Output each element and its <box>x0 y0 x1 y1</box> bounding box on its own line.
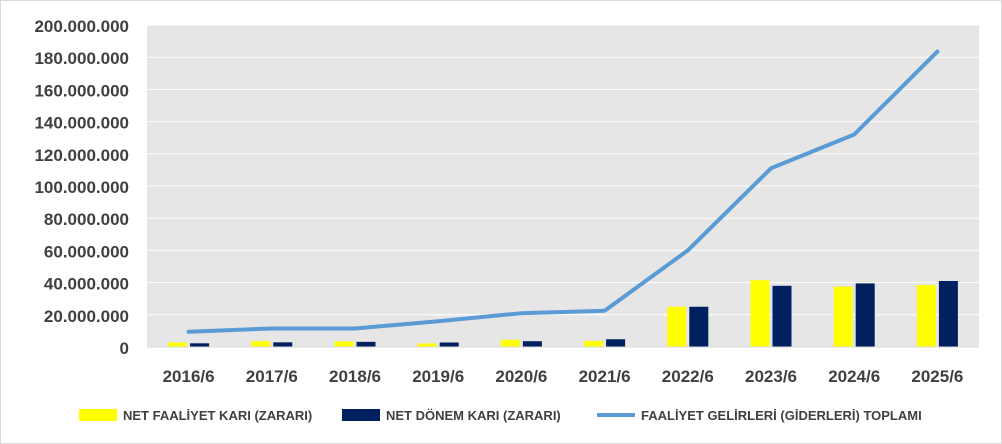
bar-series-1 <box>584 340 604 347</box>
legend: NET FAALİYET KARI (ZARARI) NET DÖNEM KARI… <box>79 408 922 423</box>
y-tick-label: 40.000.000 <box>44 275 129 294</box>
legend-swatch-1 <box>79 409 117 421</box>
y-tick-label: 180.000.000 <box>34 49 129 68</box>
bar-series-1 <box>251 341 271 347</box>
x-tick-label: 2023/6 <box>745 367 797 386</box>
y-tick-label: 20.000.000 <box>44 307 129 326</box>
x-axis: 2016/6 2017/6 2018/6 2019/6 2020/6 2021/6 2022… <box>147 346 979 386</box>
bar-series-2 <box>689 306 709 347</box>
y-tick-label: 100.000.000 <box>34 178 129 197</box>
legend-label-3: FAALİYET GELİRLERİ (GİDERLERİ) TOPLAMI <box>641 408 922 423</box>
bar-series-2 <box>439 342 459 347</box>
line-series <box>186 49 940 334</box>
bar-series-1 <box>500 339 520 347</box>
line-series-total <box>186 49 940 334</box>
y-tick-label: 140.000.000 <box>34 114 129 133</box>
x-tick-label: 2024/6 <box>828 367 880 386</box>
legend-label-1: NET FAALİYET KARI (ZARARI) <box>123 408 312 423</box>
legend-label-2: NET DÖNEM KARI (ZARARI) <box>386 408 561 423</box>
bar-series-1 <box>916 285 936 347</box>
bar-series-2 <box>938 280 958 347</box>
bars <box>168 280 958 347</box>
bar-series-2 <box>772 285 792 347</box>
y-tick-label: 120.000.000 <box>34 146 129 165</box>
gridlines <box>147 24 979 316</box>
x-tick-label: 2025/6 <box>911 367 963 386</box>
bar-series-1 <box>833 286 853 347</box>
x-tick-label: 2021/6 <box>579 367 631 386</box>
y-axis: 0 20.000.000 40.000.000 60.000.000 80.000.00… <box>34 17 129 358</box>
bar-series-2 <box>522 341 542 347</box>
bar-series-1 <box>417 343 437 347</box>
x-tick-label: 2020/6 <box>495 367 547 386</box>
bar-series-2 <box>606 339 626 347</box>
bar-series-1 <box>334 341 354 347</box>
bar-series-2 <box>356 341 376 347</box>
bar-series-2 <box>273 342 293 347</box>
bar-series-2 <box>855 283 875 347</box>
x-tick-label: 2017/6 <box>246 367 298 386</box>
bar-series-1 <box>168 342 188 347</box>
bar-series-1 <box>750 280 770 347</box>
y-tick-label: 80.000.000 <box>44 210 129 229</box>
x-tick-label: 2018/6 <box>329 367 381 386</box>
y-tick-label: 160.000.000 <box>34 81 129 100</box>
y-tick-label: 60.000.000 <box>44 242 129 261</box>
y-tick-label: 0 <box>120 339 129 358</box>
legend-swatch-2 <box>342 409 380 421</box>
x-tick-label: 2022/6 <box>662 367 714 386</box>
x-tick-label: 2016/6 <box>163 367 215 386</box>
bar-series-1 <box>667 306 687 347</box>
bar-series-2 <box>190 343 210 347</box>
y-tick-label: 200.000.000 <box>34 17 129 36</box>
x-tick-label: 2019/6 <box>412 367 464 386</box>
